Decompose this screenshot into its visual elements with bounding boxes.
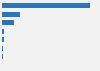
Bar <box>2 37 4 42</box>
Bar <box>2 29 4 34</box>
Bar <box>2 3 90 8</box>
Bar <box>2 12 20 17</box>
Bar <box>2 46 3 51</box>
Bar <box>2 20 14 25</box>
